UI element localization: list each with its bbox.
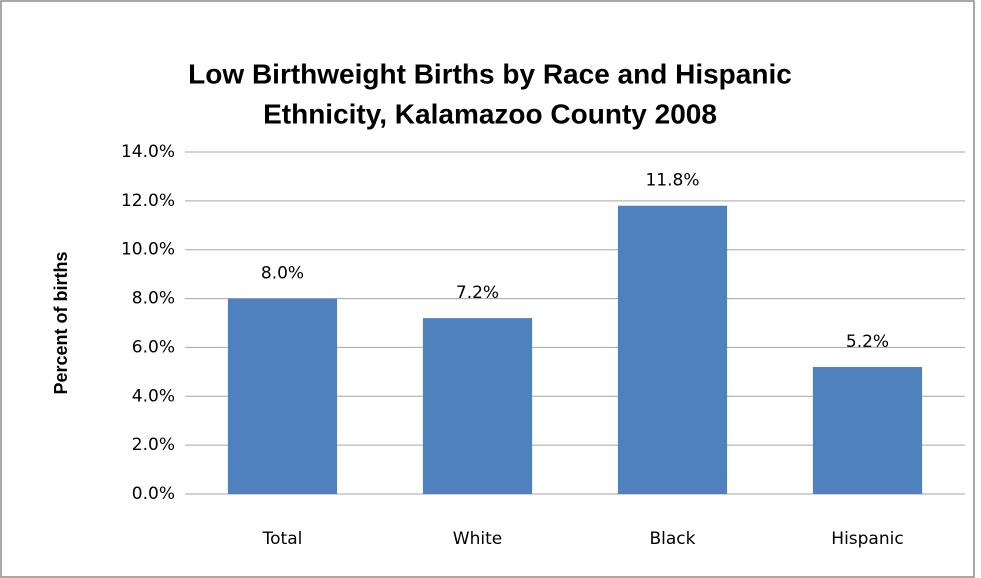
bar [812,366,923,494]
y-tick-label: 12.0% [121,191,175,211]
chart-title: Low Birthweight Births by Race and Hispa… [188,58,792,89]
bar [227,298,338,494]
bar [422,318,533,494]
y-axis-label: Percent of births [51,251,71,394]
y-tick-label: 0.0% [132,484,175,504]
y-tick-label: 2.0% [132,435,175,455]
bar [617,205,728,494]
y-tick-label: 8.0% [132,289,175,309]
x-tick-label: Black [650,529,696,549]
x-tick-label: Hispanic [831,529,903,549]
y-tick-label: 6.0% [132,337,175,357]
y-tick-label: 4.0% [132,386,175,406]
y-tick-label: 14.0% [121,142,175,162]
x-tick-label: Total [262,529,303,549]
data-label: 8.0% [261,264,304,284]
x-tick-label: White [453,529,502,549]
data-label: 7.2% [456,283,499,303]
chart-title: Ethnicity, Kalamazoo County 2008 [263,98,717,129]
data-label: 11.8% [645,171,699,191]
data-label: 5.2% [846,332,889,352]
y-tick-label: 10.0% [121,240,175,260]
